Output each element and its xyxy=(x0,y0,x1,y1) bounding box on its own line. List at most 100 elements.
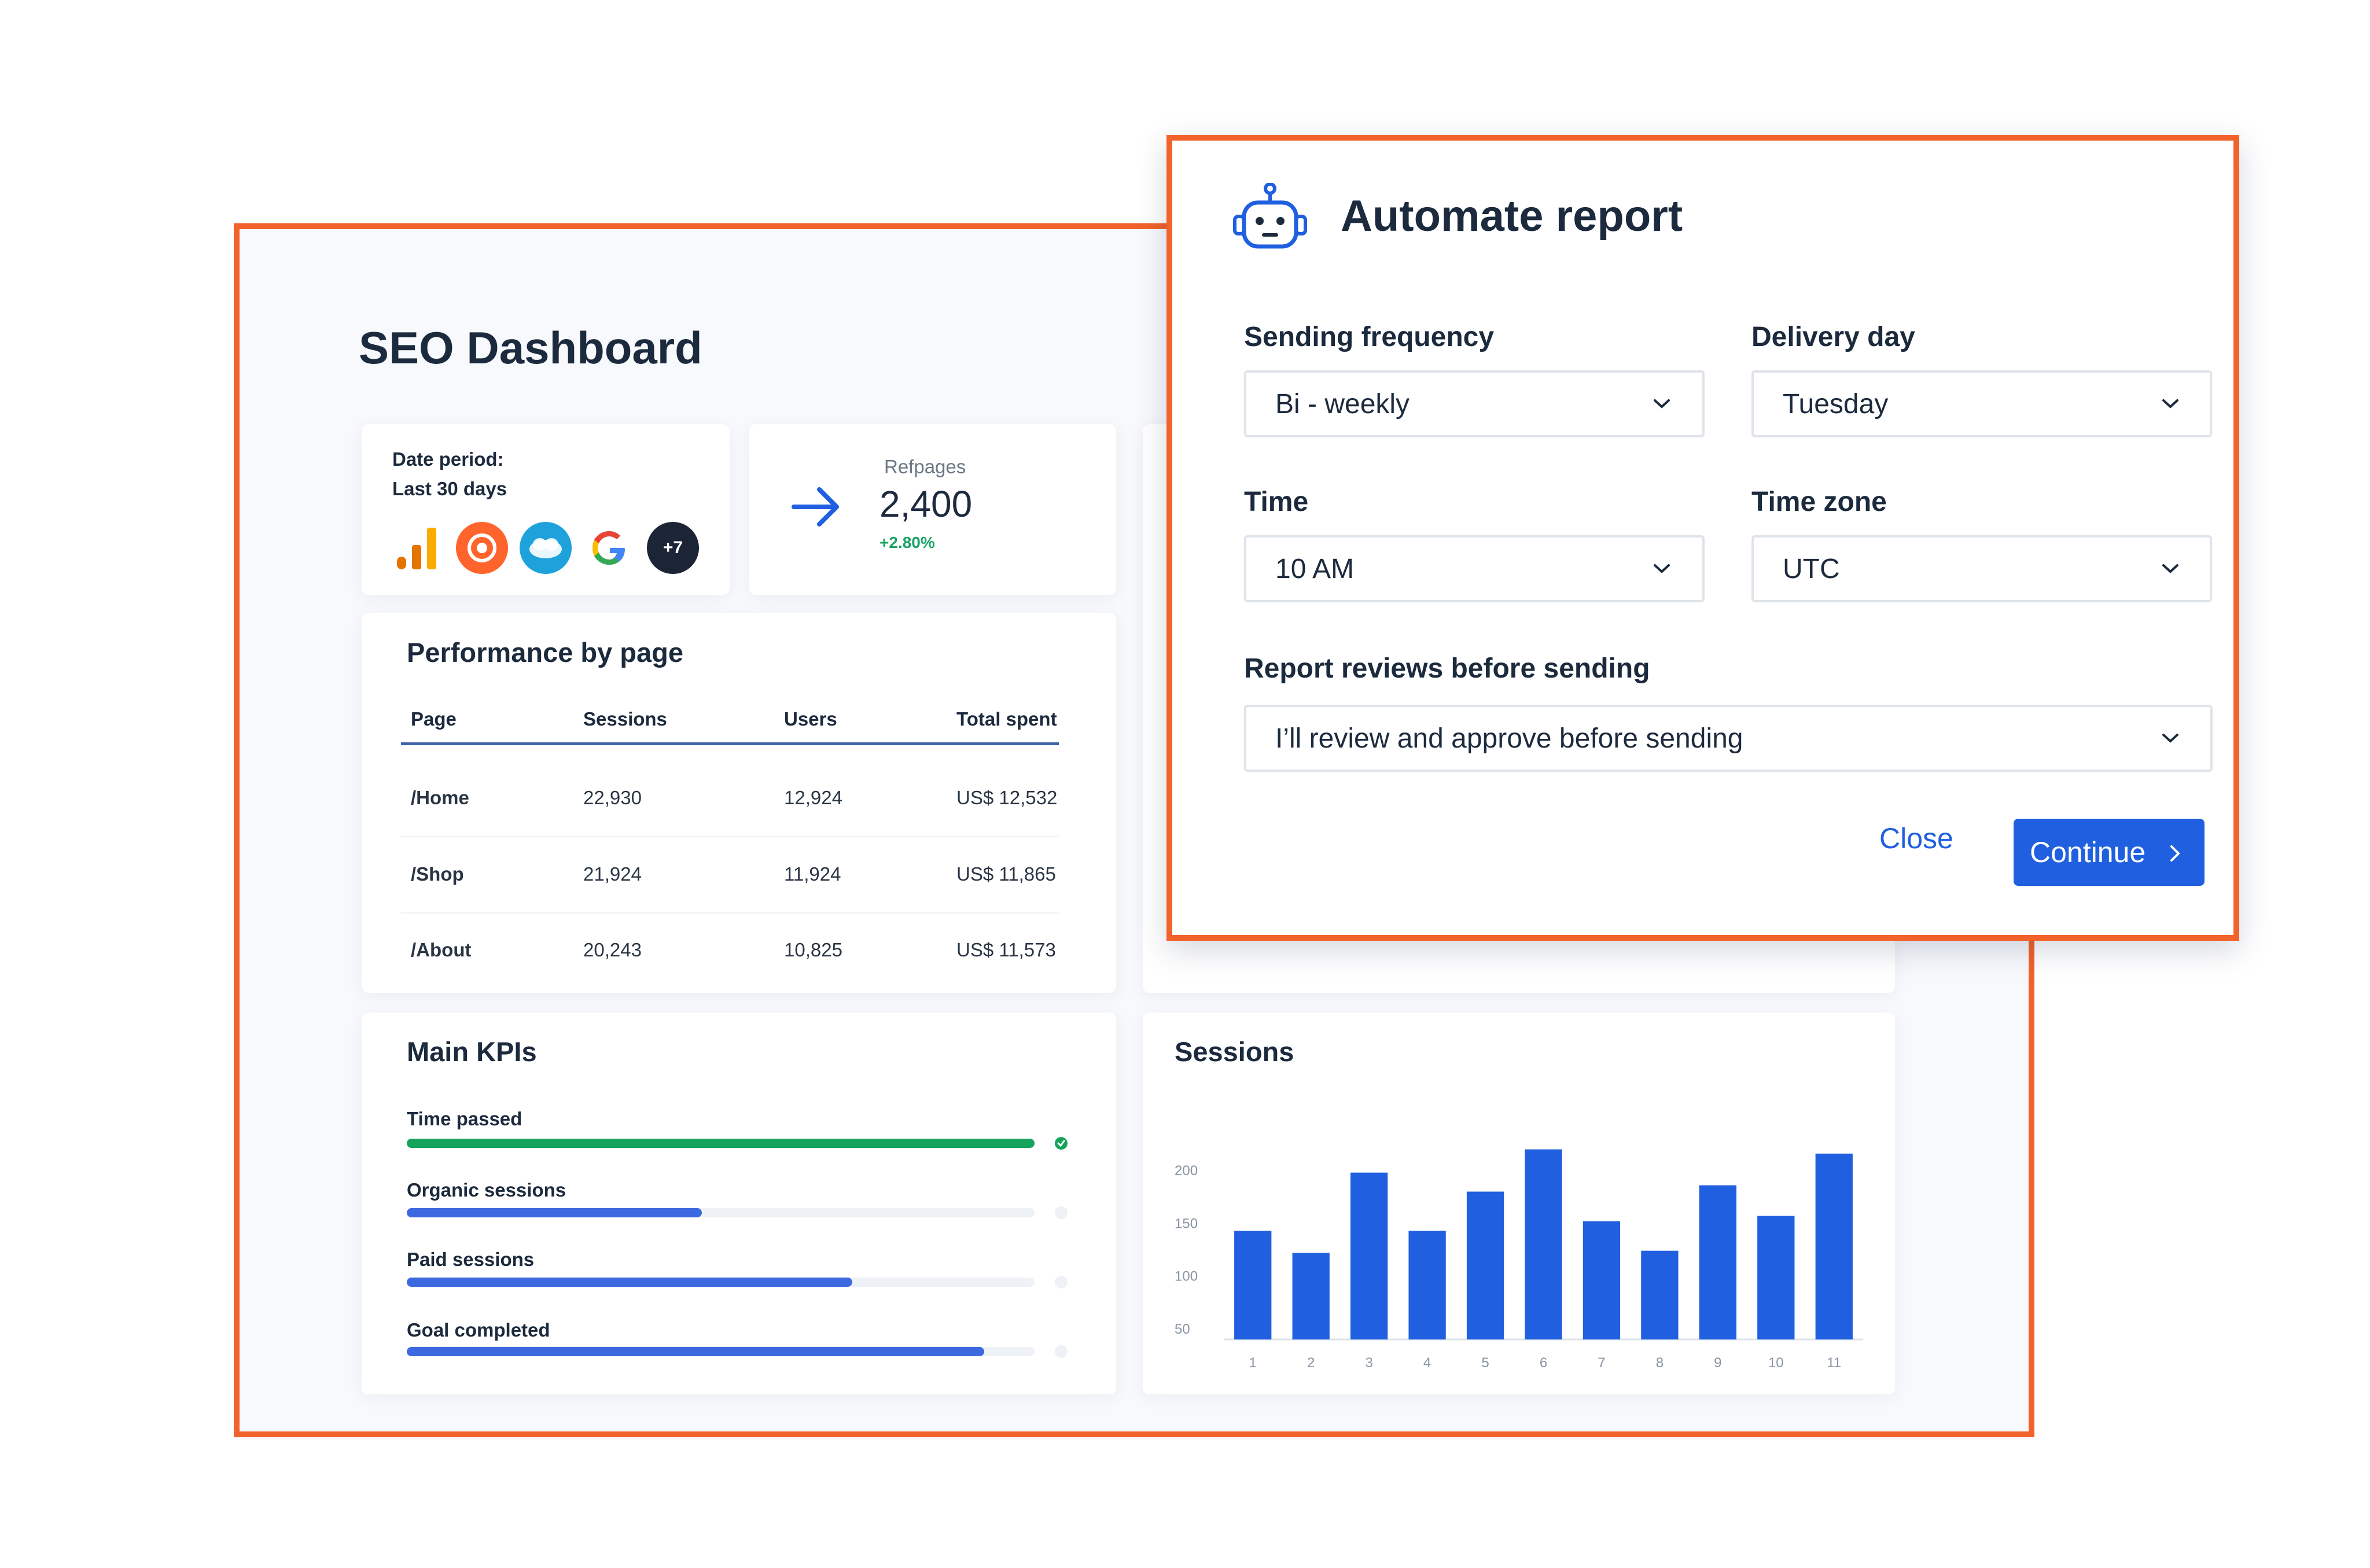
table-cell-users: 11,924 xyxy=(784,863,841,885)
kpi-label: Time passed xyxy=(407,1108,522,1129)
y-tick-label: 150 xyxy=(1175,1216,1198,1231)
delivery-day-value: Tuesday xyxy=(1783,388,1889,419)
sending-frequency-label: Sending frequency xyxy=(1244,322,1495,352)
table-cell-sessions: 22,930 xyxy=(583,787,642,808)
chevron-down-icon xyxy=(1654,564,1670,573)
semrush-icon xyxy=(456,522,508,574)
salesforce-icon xyxy=(520,522,572,574)
refpages-change: +2.80% xyxy=(879,533,935,551)
table-cell-users: 12,924 xyxy=(784,787,842,808)
refpages-label: Refpages xyxy=(884,456,966,477)
column-header-users: Users xyxy=(784,708,837,730)
table-cell-users: 10,825 xyxy=(784,939,842,960)
performance-title: Performance by page xyxy=(407,637,684,668)
performance-card xyxy=(362,613,1116,993)
time-value: 10 AM xyxy=(1275,553,1355,584)
table-cell-page: /About xyxy=(411,939,472,960)
sessions-bar xyxy=(1234,1231,1272,1339)
x-tick-label: 9 xyxy=(1714,1355,1721,1371)
check-circle-icon xyxy=(1055,1137,1068,1150)
table-cell-total-spent: US$ 11,865 xyxy=(956,863,1056,885)
kpi-label: Paid sessions xyxy=(407,1249,535,1270)
kpi-progress-bar xyxy=(407,1347,985,1356)
sessions-bar xyxy=(1699,1185,1737,1339)
x-tick-label: 4 xyxy=(1423,1355,1431,1371)
time-zone-label: Time zone xyxy=(1751,487,1887,517)
sessions-bar xyxy=(1757,1216,1795,1339)
table-cell-page: /Shop xyxy=(411,863,464,885)
sending-frequency-select[interactable]: Bi - weekly xyxy=(1244,370,1705,437)
sessions-bar xyxy=(1408,1231,1446,1339)
sessions-title: Sessions xyxy=(1175,1036,1294,1067)
dashboard-title: SEO Dashboard xyxy=(359,322,702,373)
row-divider xyxy=(401,836,1059,837)
more-sources-badge[interactable]: +7 xyxy=(647,522,699,574)
time-zone-value: UTC xyxy=(1783,553,1840,584)
refpages-card xyxy=(749,424,1116,595)
time-label: Time xyxy=(1244,487,1309,517)
kpi-progress-bar xyxy=(407,1208,702,1217)
arrow-right-icon xyxy=(787,478,845,536)
report-review-value: I’ll review and approve before sending xyxy=(1275,723,1743,754)
column-header-total-spent: Total spent xyxy=(956,708,1057,730)
chevron-down-icon xyxy=(2162,399,2178,408)
report-review-label: Report reviews before sending xyxy=(1244,653,1650,684)
x-tick-label: 1 xyxy=(1249,1355,1257,1371)
main-kpis-card xyxy=(362,1013,1116,1394)
status-dot-icon xyxy=(1055,1276,1068,1289)
chevron-right-icon xyxy=(2170,845,2180,862)
y-tick-label: 50 xyxy=(1175,1322,1190,1337)
column-header-page: Page xyxy=(411,708,457,730)
row-divider xyxy=(401,912,1059,914)
y-tick-label: 200 xyxy=(1175,1163,1198,1179)
refpages-value: 2,400 xyxy=(879,483,973,525)
x-tick-label: 5 xyxy=(1481,1355,1489,1371)
google-analytics-icon xyxy=(392,522,444,574)
x-tick-label: 2 xyxy=(1307,1355,1315,1371)
status-dot-icon xyxy=(1055,1206,1068,1219)
continue-button[interactable]: Continue xyxy=(2014,819,2205,886)
sessions-bar xyxy=(1525,1149,1562,1339)
table-cell-sessions: 21,924 xyxy=(583,863,642,885)
delivery-day-select[interactable]: Tuesday xyxy=(1751,370,2212,437)
sessions-bar-chart: 200 150 100 50 1 2 3 4 5 6 7 8 9 10 11 xyxy=(1175,1149,1863,1371)
robot-icon xyxy=(1232,182,1308,252)
date-period-value[interactable]: Last 30 days xyxy=(392,478,507,499)
chevron-down-icon xyxy=(2162,564,2178,573)
column-header-sessions: Sessions xyxy=(583,708,667,730)
x-tick-label: 8 xyxy=(1656,1355,1664,1371)
table-cell-total-spent: US$ 12,532 xyxy=(956,787,1058,808)
sessions-bar xyxy=(1641,1250,1679,1339)
x-tick-label: 7 xyxy=(1598,1355,1605,1371)
sessions-bar xyxy=(1815,1153,1853,1339)
y-tick-label: 100 xyxy=(1175,1269,1198,1284)
sessions-bar xyxy=(1350,1172,1388,1339)
continue-button-label: Continue xyxy=(2030,836,2146,868)
google-icon xyxy=(583,522,635,574)
table-cell-page: /Home xyxy=(411,787,469,808)
table-header-divider xyxy=(401,742,1059,745)
close-button[interactable]: Close xyxy=(1879,822,1953,855)
x-tick-label: 11 xyxy=(1827,1355,1841,1371)
x-tick-label: 3 xyxy=(1365,1355,1372,1371)
kpi-label: Goal completed xyxy=(407,1319,550,1341)
delivery-day-label: Delivery day xyxy=(1751,322,1915,352)
chevron-down-icon xyxy=(1654,399,1670,408)
main-kpis-title: Main KPIs xyxy=(407,1036,537,1067)
kpi-label: Organic sessions xyxy=(407,1179,566,1201)
sending-frequency-value: Bi - weekly xyxy=(1275,388,1410,419)
table-cell-total-spent: US$ 11,573 xyxy=(956,939,1056,960)
sessions-bar xyxy=(1583,1221,1621,1339)
kpi-progress-bar xyxy=(407,1139,1035,1148)
chevron-down-icon xyxy=(2162,734,2178,743)
table-cell-sessions: 20,243 xyxy=(583,939,642,960)
kpi-progress-bar xyxy=(407,1278,853,1287)
status-dot-icon xyxy=(1055,1345,1068,1358)
report-review-select[interactable]: I’ll review and approve before sending xyxy=(1244,705,2213,772)
time-select[interactable]: 10 AM xyxy=(1244,535,1705,602)
time-zone-select[interactable]: UTC xyxy=(1751,535,2212,602)
x-tick-label: 6 xyxy=(1540,1355,1547,1371)
sessions-bar xyxy=(1292,1253,1330,1339)
sessions-bar xyxy=(1466,1191,1504,1339)
x-tick-label: 10 xyxy=(1768,1355,1784,1371)
